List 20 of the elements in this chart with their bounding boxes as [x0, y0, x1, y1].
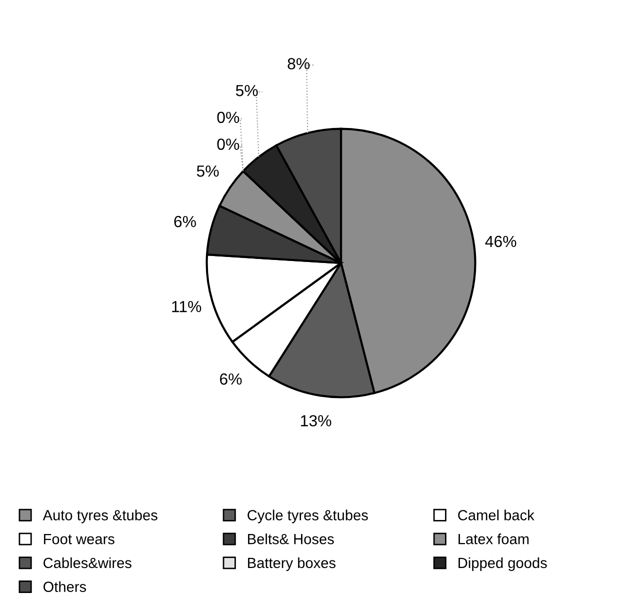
legend-label: Foot wears: [44, 534, 114, 544]
legend-label: Camel back: [458, 510, 534, 520]
legend-label: Cables&wires: [44, 557, 132, 568]
data-label: 6%: [220, 373, 242, 385]
legend-label: Dipped goods: [458, 557, 547, 571]
legend-label: Battery boxes: [248, 557, 336, 571]
data-label: 5%: [236, 84, 258, 96]
data-label: 13%: [301, 415, 332, 426]
legend-label: Auto tyres &tubes: [42, 510, 158, 524]
data-label: 5%: [196, 166, 219, 177]
data-label: 6%: [174, 216, 196, 228]
text: 0%: [217, 112, 240, 124]
data-label: 46%: [485, 236, 516, 248]
legend-label: Cycle tyres &tubes: [248, 510, 368, 524]
data-label: 11%: [172, 300, 202, 312]
legend-label: Others: [43, 581, 86, 592]
data-label: 8%: [288, 58, 310, 70]
text: 0%: [217, 138, 240, 150]
legend-label: Belts& Hoses: [248, 534, 334, 544]
legend-label: Latex foam: [458, 534, 529, 544]
